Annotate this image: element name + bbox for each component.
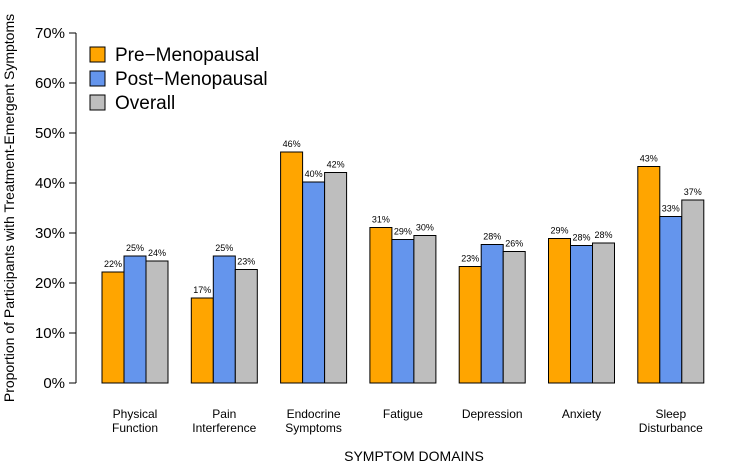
y-tick-label: 0%	[43, 375, 65, 392]
x-category-label: Anxiety	[562, 407, 601, 421]
legend-swatch	[89, 70, 106, 87]
data-label: 26%	[505, 239, 523, 249]
data-label: 25%	[215, 243, 233, 253]
bar	[391, 239, 415, 384]
data-label: 28%	[572, 233, 590, 243]
data-label: 30%	[416, 223, 434, 233]
data-label: 46%	[283, 139, 301, 149]
bar	[324, 172, 348, 384]
legend-swatch	[89, 94, 106, 111]
data-label: 42%	[327, 160, 345, 170]
bar	[190, 297, 214, 384]
legend-swatch	[89, 46, 106, 63]
data-label: 37%	[684, 187, 702, 197]
data-label: 28%	[594, 230, 612, 240]
legend-label: Post−Menopausal	[115, 69, 268, 90]
data-label: 33%	[662, 204, 680, 214]
y-axis-title: Proportion of Participants with Treatmen…	[1, 14, 17, 402]
data-label: 31%	[372, 215, 390, 225]
bar	[234, 269, 258, 384]
data-label: 23%	[237, 257, 255, 267]
data-label: 17%	[193, 285, 211, 295]
bar	[659, 216, 683, 384]
bar	[212, 255, 236, 384]
bar	[480, 244, 504, 384]
bar	[458, 266, 482, 384]
bar	[548, 238, 571, 384]
bar	[502, 251, 526, 384]
data-label: 23%	[461, 254, 479, 264]
x-category-label: Physical	[113, 407, 158, 421]
y-axis: 0% 10% 20% 30% 40% 50% 60% 70%	[35, 25, 77, 392]
y-tick-label: 50%	[35, 125, 65, 142]
bar	[592, 242, 615, 384]
x-category-label: Symptoms	[285, 421, 342, 435]
data-label: 29%	[394, 227, 412, 237]
bar	[280, 151, 304, 384]
x-category-label: Interference	[192, 421, 256, 435]
y-tick-label: 20%	[35, 275, 65, 292]
y-tick-label: 60%	[35, 75, 65, 92]
bar	[302, 181, 326, 384]
x-category-label: Disturbance	[639, 421, 703, 435]
x-category-label: Pain	[212, 407, 236, 421]
bar	[101, 271, 125, 384]
y-tick-label: 30%	[35, 225, 65, 242]
x-category-label: Fatigue	[383, 407, 423, 421]
data-label: 24%	[148, 248, 166, 258]
data-label: 29%	[550, 226, 568, 236]
bar	[570, 245, 593, 384]
bar	[123, 255, 147, 384]
y-tick-label: 40%	[35, 175, 65, 192]
y-tick-label: 70%	[35, 25, 65, 42]
bars-layer: 22% 25% 24% 17% 25% 23% 46% 40% 42% 31% 29% 30% 23% 2…	[101, 139, 705, 384]
data-label: 22%	[104, 259, 122, 269]
y-tick-label: 10%	[35, 325, 65, 342]
x-axis-title: SYMPTOM DOMAINS	[344, 448, 484, 464]
bar	[145, 260, 169, 384]
x-category-label: Sleep	[655, 407, 686, 421]
bar	[681, 199, 705, 384]
legend: Pre−Menopausal Post−Menopausal Overall	[89, 45, 268, 114]
data-label: 40%	[305, 169, 323, 179]
data-label: 25%	[126, 243, 144, 253]
data-label: 28%	[483, 232, 501, 242]
bar	[369, 227, 393, 384]
legend-label: Pre−Menopausal	[115, 45, 259, 66]
x-category-label: Endocrine	[287, 407, 341, 421]
x-category-label: Function	[112, 421, 158, 435]
bar	[413, 235, 437, 384]
bar	[637, 166, 661, 384]
data-label: 43%	[640, 154, 658, 164]
x-category-label: Depression	[462, 407, 523, 421]
legend-label: Overall	[115, 93, 175, 114]
